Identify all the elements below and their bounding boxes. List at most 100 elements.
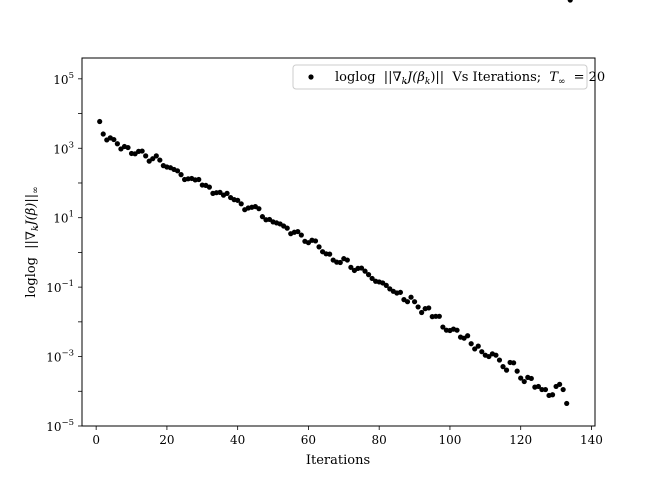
data-point (514, 368, 520, 374)
data-point (493, 352, 499, 358)
data-point (358, 265, 365, 271)
data-point (521, 378, 527, 385)
data-point (397, 289, 404, 295)
data-point (486, 353, 492, 360)
data-point (224, 190, 230, 196)
data-point (408, 294, 414, 300)
data-point (256, 206, 262, 212)
data-point (217, 189, 223, 195)
legend-label-T: T (549, 70, 559, 85)
data-point (295, 228, 301, 235)
data-point (542, 386, 549, 393)
data-point (426, 305, 432, 311)
y-tick-label: 10−3 (46, 349, 74, 365)
data-point (511, 360, 517, 366)
y-axis-ticks: 10−5 10−3 10−1 101 103 105 (46, 71, 82, 434)
x-tick-label: 140 (580, 433, 603, 447)
y-tick-label: 10−1 (46, 279, 74, 295)
legend-label: loglog ||∇kJ(βk)|| Vs Iterations; T∞ = 2… (335, 70, 605, 88)
data-point (178, 172, 184, 178)
x-tick-label: 20 (159, 433, 174, 447)
data-point (557, 381, 563, 387)
x-tick-label: 80 (372, 433, 387, 447)
legend-label-k2: k (425, 77, 430, 87)
data-point (125, 144, 131, 151)
data-points (97, 0, 573, 407)
x-tick-label: 40 (230, 433, 245, 447)
x-tick-label: 0 (92, 433, 100, 447)
data-point (567, 0, 573, 3)
data-point (139, 148, 145, 154)
legend-label-Tsub: ∞ (558, 77, 566, 87)
y-tick-label: 10−5 (46, 418, 74, 434)
data-point (337, 259, 343, 266)
data-point (528, 375, 534, 382)
legend: loglog ||∇kJ(βk)|| Vs Iterations; T∞ = 2… (292, 64, 605, 90)
y-axis-label: loglog ||∇kJ(β)||∞ (24, 186, 41, 297)
x-tick-label: 120 (509, 433, 532, 447)
y-tick-label: 105 (53, 71, 74, 87)
data-point (518, 375, 524, 381)
legend-label-close: )|| (430, 70, 444, 85)
data-point (465, 333, 471, 339)
data-point (284, 225, 290, 231)
data-point (411, 299, 418, 305)
y-label-prefix: loglog (24, 257, 39, 298)
data-point (153, 153, 159, 159)
data-point (259, 214, 266, 220)
data-point (560, 386, 566, 393)
data-point (196, 176, 202, 183)
data-point (479, 349, 485, 355)
data-point (454, 327, 460, 333)
data-point (344, 257, 350, 263)
data-point (496, 357, 503, 363)
data-point (475, 343, 481, 349)
data-point (327, 251, 333, 257)
data-point (564, 400, 570, 407)
y-label-k: k (31, 226, 41, 231)
data-point (348, 264, 354, 270)
data-point (415, 304, 421, 310)
data-point (312, 238, 319, 244)
y-tick-label: 101 (53, 210, 74, 226)
legend-label-k: k (402, 77, 407, 87)
data-point (549, 392, 556, 398)
data-point (365, 272, 372, 278)
x-tick-label: 60 (301, 433, 316, 447)
data-point (111, 136, 117, 143)
data-point (143, 153, 149, 159)
x-axis-label: Iterations (306, 453, 370, 468)
data-point (150, 156, 156, 162)
data-point (369, 275, 375, 282)
data-point (503, 367, 510, 373)
data-point (468, 341, 474, 347)
data-point (100, 131, 106, 137)
data-point (174, 168, 181, 174)
x-tick-label: 100 (438, 433, 461, 447)
legend-box (292, 64, 588, 90)
legend-label-pre: loglog (335, 70, 376, 85)
data-point (235, 197, 241, 203)
data-point (440, 324, 446, 330)
data-point (436, 313, 442, 319)
data-point (404, 299, 411, 305)
data-point (206, 184, 212, 190)
legend-label-fn: J(β (404, 70, 425, 85)
data-point (472, 346, 478, 352)
legend-label-norm: ||∇ (384, 70, 402, 85)
data-point (157, 157, 163, 163)
legend-marker (308, 74, 314, 80)
data-point (298, 232, 304, 238)
data-point (535, 383, 541, 390)
data-point (500, 364, 506, 370)
y-label-fn: J(β)|| (24, 194, 39, 229)
data-point (114, 141, 120, 147)
data-point (362, 268, 368, 274)
x-axis-ticks: 0 20 40 60 80 100 120 140 (92, 426, 603, 447)
y-label-sub: ∞ (31, 186, 41, 194)
data-point (316, 244, 322, 250)
y-label-norm: ||∇ (24, 231, 39, 249)
data-point (238, 201, 244, 207)
data-point (97, 118, 103, 125)
